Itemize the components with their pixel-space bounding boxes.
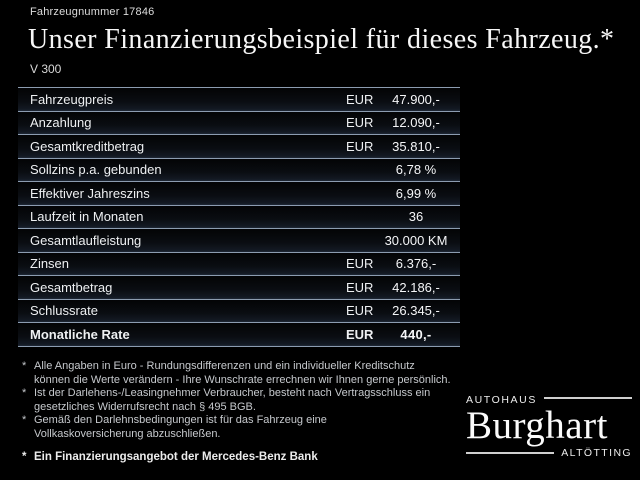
bank-footnote-text: Ein Finanzierungsangebot der Mercedes-Be…: [34, 450, 318, 463]
footnote-marker: *: [22, 450, 27, 463]
row-label: Fahrzeugpreis: [30, 91, 114, 107]
footnotes: * Alle Angaben in Euro - Rundungsdiffere…: [22, 360, 482, 464]
row-value: 440,-: [400, 326, 432, 342]
table-row: Zinsen EUR 6.376,-: [18, 252, 460, 276]
row-value: 26.345,-: [392, 303, 440, 319]
row-label: Sollzins p.a. gebunden: [30, 162, 162, 178]
logo-autohaus-text: AUTOHAUS: [466, 394, 537, 406]
table-row: Laufzeit in Monaten 36: [18, 205, 460, 229]
table-row: Gesamtkreditbetrag EUR 35.810,-: [18, 135, 460, 159]
row-currency: EUR: [346, 91, 374, 107]
row-value: 6.376,-: [395, 256, 437, 272]
footnote-line: Alle Angaben in Euro - Rundungsdifferenz…: [34, 360, 415, 372]
logo-city-text: ALTÖTTING: [561, 447, 632, 459]
row-value: 6,99 %: [395, 185, 437, 201]
table-row: Schlussrate EUR 26.345,-: [18, 299, 460, 323]
row-currency: EUR: [346, 138, 374, 154]
logo-rule-bottom: [466, 452, 555, 454]
table-row: Gesamtbetrag EUR 42.186,-: [18, 276, 460, 300]
table-row: Fahrzeugpreis EUR 47.900,-: [18, 88, 460, 112]
row-label: Schlussrate: [30, 303, 98, 319]
vehicle-number: Fahrzeugnummer 17846: [30, 6, 155, 18]
footnote-line: Ist der Darlehens-/Leasingnehmer Verbrau…: [34, 387, 431, 400]
table-row: Sollzins p.a. gebunden 6,78 %: [18, 158, 460, 182]
logo-dealer-name: Burghart: [466, 404, 608, 447]
row-currency: EUR: [346, 303, 374, 319]
row-value: 42.186,-: [392, 279, 440, 295]
row-label: Gesamtlaufleistung: [30, 232, 142, 248]
row-currency: EUR: [346, 279, 374, 295]
vehicle-model: V 300: [30, 62, 62, 76]
footnote-marker: *: [22, 360, 27, 372]
row-value: 12.090,-: [392, 115, 440, 131]
row-label: Laufzeit in Monaten: [30, 209, 144, 225]
row-value: 30.000 KM: [384, 232, 448, 248]
row-value: 36: [408, 209, 424, 225]
footnote: * Gemäß den Darlehnsbedingungen ist für …: [22, 414, 482, 441]
row-value: 6,78 %: [395, 162, 437, 178]
table-row-monthly-rate: Monatliche Rate EUR 440,-: [18, 323, 460, 347]
footnote-line: Vollkaskoversicherung abzuschließen.: [34, 427, 221, 440]
finance-table: Fahrzeugpreis EUR 47.900,- Anzahlung EUR…: [18, 87, 460, 347]
table-row: Anzahlung EUR 12.090,-: [18, 111, 460, 135]
footnote: * Ist der Darlehens-/Leasingnehmer Verbr…: [22, 387, 482, 414]
footnote-line: können die Werte verändern - Ihre Wunsch…: [34, 373, 451, 386]
bank-footnote: * Ein Finanzierungsangebot der Mercedes-…: [22, 451, 482, 465]
footnote-line: Gemäß den Darlehnsbedingungen ist für da…: [34, 414, 327, 427]
footnote: * Alle Angaben in Euro - Rundungsdiffere…: [22, 360, 482, 387]
row-value: 47.900,-: [392, 91, 440, 107]
row-value: 35.810,-: [392, 138, 440, 154]
footnote-line: gesetzliches Widerrufsrecht nach § 495 B…: [34, 400, 256, 413]
row-label: Effektiver Jahreszins: [30, 185, 150, 201]
footnote-marker: *: [22, 387, 27, 400]
footnote-marker: *: [22, 414, 27, 427]
table-row: Effektiver Jahreszins 6,99 %: [18, 182, 460, 206]
row-label: Gesamtbetrag: [30, 279, 113, 295]
logo-rule-top: [543, 397, 632, 399]
row-currency: EUR: [346, 115, 374, 131]
row-label: Zinsen: [30, 256, 70, 272]
row-currency: EUR: [346, 256, 374, 272]
row-currency: EUR: [346, 326, 374, 342]
table-row: Gesamtlaufleistung 30.000 KM: [18, 229, 460, 253]
row-label: Monatliche Rate: [30, 326, 130, 342]
row-label: Anzahlung: [30, 115, 92, 131]
dealer-logo: AUTOHAUS Burghart ALTÖTTING: [466, 394, 632, 459]
page-title: Unser Finanzierungsbeispiel für dieses F…: [28, 24, 615, 55]
row-label: Gesamtkreditbetrag: [30, 138, 145, 154]
